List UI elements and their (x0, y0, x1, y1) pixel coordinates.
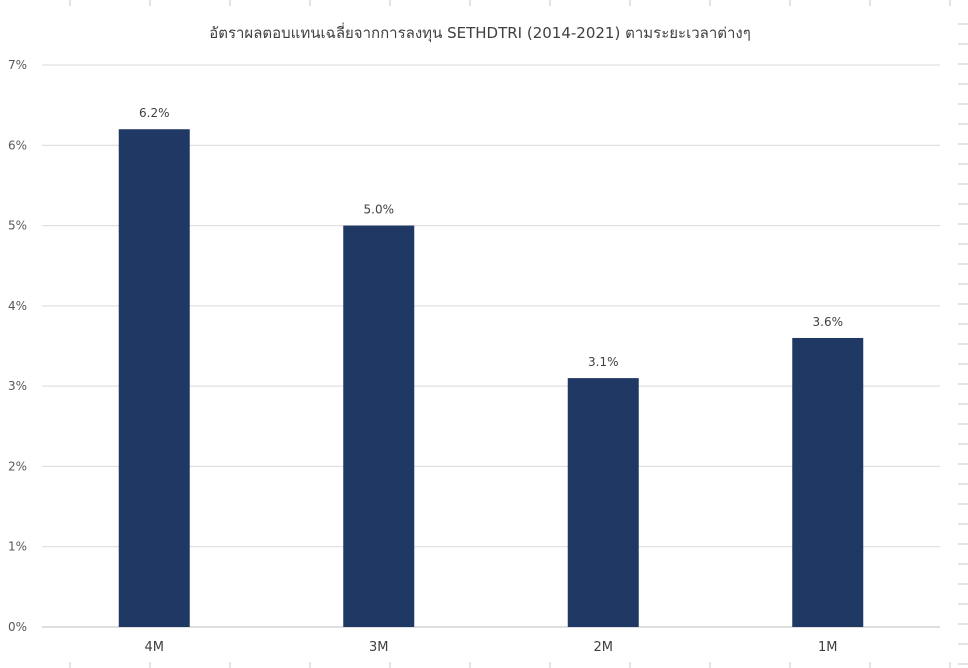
chart-title: อัตราผลตอบแทนเฉลี่ยจากการลงทุน SETHDTRI … (209, 22, 751, 43)
y-tick-label: 0% (8, 620, 27, 634)
labels: 0% 1% 2% 3% 4% 5% 6% 7% 6.2% 4M 5.0% 3M 3.1% 2M 3.6% 1M (8, 58, 843, 655)
x-tick-label: 3M (369, 640, 389, 655)
bars (118, 129, 864, 628)
bar (118, 129, 190, 627)
y-tick-label: 5% (8, 219, 27, 233)
y-tick-label: 2% (8, 459, 27, 473)
x-tick-label: 1M (818, 640, 838, 655)
data-label: 6.2% (139, 106, 170, 120)
data-label: 3.6% (813, 315, 844, 329)
gridlines (42, 64, 940, 628)
y-tick-label: 1% (8, 540, 27, 554)
bar (567, 378, 639, 627)
worksheet-cell-edges (69, 0, 968, 668)
x-tick-label: 4M (145, 640, 165, 655)
y-tick-label: 4% (8, 299, 27, 313)
data-label: 5.0% (364, 203, 395, 217)
y-tick-label: 7% (8, 58, 27, 72)
x-tick-label: 2M (594, 640, 614, 655)
bar (792, 337, 864, 627)
bar (343, 225, 415, 628)
y-tick-label: 6% (8, 138, 27, 152)
data-label: 3.1% (588, 355, 619, 369)
y-tick-label: 3% (8, 379, 27, 393)
